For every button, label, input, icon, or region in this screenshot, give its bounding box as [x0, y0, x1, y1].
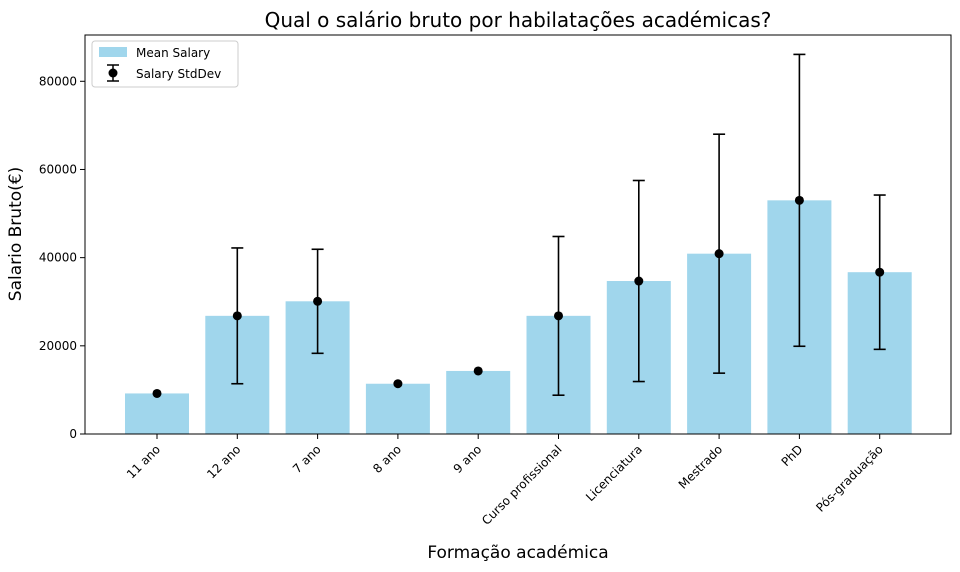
- legend: Mean Salary Salary StdDev: [91, 40, 239, 88]
- bar: [125, 393, 189, 434]
- y-tick-label: 20000: [39, 339, 77, 353]
- bar: [365, 383, 430, 434]
- mean-marker: [313, 296, 323, 306]
- x-tick-label: 12 ano: [204, 442, 243, 481]
- x-tick-label: PhD: [779, 442, 806, 469]
- x-tick-label: 7 ano: [290, 442, 324, 476]
- plot-frame: [84, 34, 952, 435]
- legend-label-stddev: Salary StdDev: [136, 67, 221, 81]
- x-tick-label: Licenciatura: [583, 442, 645, 504]
- mean-marker: [875, 267, 885, 277]
- legend-marker-stddev: [108, 68, 118, 78]
- y-tick-label: 40000: [39, 251, 77, 265]
- x-tick-label: 8 ano: [370, 442, 404, 476]
- x-tick-label: Curso profissional: [479, 442, 565, 528]
- bar: [446, 370, 511, 434]
- mean-marker: [634, 276, 644, 286]
- x-axis-label: Formação académica: [427, 543, 608, 563]
- y-tick-label: 0: [69, 427, 77, 441]
- legend-box: [91, 40, 239, 88]
- y-tick-label: 60000: [39, 162, 77, 176]
- mean-marker: [473, 366, 483, 376]
- x-tick-label: 9 ano: [451, 442, 485, 476]
- y-axis-label: Salario Bruto(€): [6, 167, 26, 301]
- legend-swatch-mean: [99, 47, 127, 57]
- chart-title: Qual o salário bruto por habilatações ac…: [265, 8, 772, 32]
- x-tick-label: Pós-graduação: [813, 442, 885, 514]
- x-tick-label: 11 ano: [124, 442, 163, 481]
- mean-marker: [794, 195, 804, 205]
- y-tick-label: 80000: [39, 74, 77, 88]
- mean-marker: [554, 311, 563, 321]
- error-bars-layer: [152, 53, 886, 398]
- mean-marker: [714, 249, 724, 259]
- y-axis: 0 20000 40000 60000 80000: [39, 74, 85, 441]
- legend-label-mean: Mean Salary: [136, 46, 210, 60]
- mean-marker: [152, 388, 162, 398]
- x-tick-label: Mestrado: [676, 442, 725, 491]
- mean-marker: [393, 379, 403, 389]
- mean-marker: [232, 311, 242, 321]
- bars-layer: [125, 200, 912, 434]
